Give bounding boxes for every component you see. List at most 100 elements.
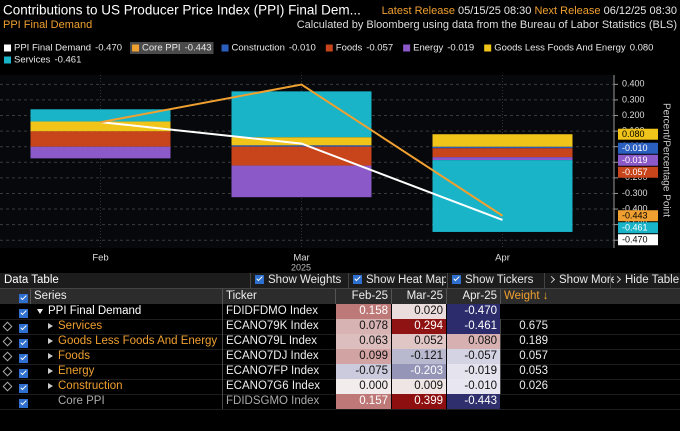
table-row: Goods Less Foods And Energy ECANO79L Inde… bbox=[0, 334, 680, 350]
checkbox[interactable] bbox=[353, 275, 362, 284]
legend-item: Construction -0.010 bbox=[221, 43, 316, 54]
legend-value: -0.010 bbox=[289, 43, 316, 54]
chevron-icon[interactable] bbox=[613, 275, 622, 284]
weight: 0.675 bbox=[500, 319, 551, 334]
source-note: Calculated by Bloomberg using data from … bbox=[297, 19, 677, 31]
bar-segment bbox=[30, 131, 171, 147]
legend-swatch bbox=[221, 44, 229, 52]
series-name: Core PPI bbox=[58, 395, 105, 407]
bar-segment bbox=[231, 145, 372, 147]
checkbox[interactable] bbox=[19, 294, 28, 303]
legend-label: Goods Less Foods And Energy bbox=[494, 43, 626, 54]
checkbox[interactable] bbox=[19, 369, 28, 378]
table-header: Series Ticker Feb-25 Mar-25 Apr-25 Weight ↓ bbox=[0, 289, 680, 304]
series-name: Services bbox=[58, 320, 103, 332]
weight: 0.189 bbox=[500, 334, 551, 349]
row-checkbox bbox=[19, 364, 31, 379]
legend-highlight bbox=[130, 42, 214, 54]
table-row: Services ECANO79K Index 0.078 0.294 -0.461 0.… bbox=[0, 319, 680, 335]
table-toolbar: Data Table Show Weights Show Heat Map Show … bbox=[0, 273, 680, 289]
row-icon bbox=[2, 321, 13, 332]
series-cell: Core PPI bbox=[30, 394, 222, 409]
checkbox[interactable] bbox=[19, 354, 28, 363]
toolbar-option[interactable]: Show Tickers bbox=[447, 273, 545, 288]
value-tag-label: -0.010 bbox=[622, 143, 648, 153]
checkbox[interactable] bbox=[19, 384, 28, 393]
bar-segment bbox=[432, 157, 573, 161]
option-label[interactable]: Show Weights bbox=[268, 274, 342, 286]
latest-release: 05/15/25 08:30 bbox=[458, 5, 531, 17]
bar-segment bbox=[231, 165, 372, 198]
bar-segment bbox=[30, 146, 171, 159]
x-tick-label: Mar bbox=[293, 253, 309, 264]
column-header: Mar-25 bbox=[391, 289, 446, 304]
value-tag-label: 0.080 bbox=[622, 129, 645, 139]
expand-icon bbox=[48, 353, 53, 359]
chart-title: Contributions to US Producer Price Index… bbox=[3, 3, 361, 18]
checkbox[interactable] bbox=[255, 275, 264, 284]
value-tag-label: -0.470 bbox=[622, 235, 648, 245]
checkbox[interactable] bbox=[19, 399, 28, 408]
weight: 0.026 bbox=[500, 379, 551, 394]
checkbox[interactable] bbox=[452, 275, 461, 284]
option-label[interactable]: Show Tickers bbox=[465, 274, 534, 286]
toolbar-button[interactable]: Hide Table bbox=[610, 273, 680, 288]
row-checkbox bbox=[19, 394, 31, 409]
row-icon bbox=[2, 351, 13, 362]
legend-swatch bbox=[484, 44, 492, 52]
checkbox[interactable] bbox=[19, 309, 28, 318]
row-checkbox bbox=[19, 334, 31, 349]
button-label[interactable]: Show More bbox=[559, 274, 614, 286]
button-label[interactable]: Hide Table bbox=[625, 274, 680, 286]
expand-icon bbox=[48, 368, 53, 374]
value-tag bbox=[618, 222, 658, 234]
series-name: Construction bbox=[58, 380, 123, 392]
expand-icon bbox=[48, 338, 53, 344]
heat-cell: 0.158 bbox=[335, 304, 391, 319]
toolbar-option[interactable]: Show Weights bbox=[250, 273, 348, 288]
bar-segment bbox=[30, 109, 171, 122]
series-cell: Services bbox=[30, 319, 222, 334]
bar-segment bbox=[432, 134, 573, 147]
table-row: Foods ECANO7DJ Index 0.099 -0.121 -0.057 0.05… bbox=[0, 349, 680, 365]
legend-item: Goods Less Foods And Energy 0.080 bbox=[484, 43, 653, 54]
value-tag-label: -0.461 bbox=[622, 223, 648, 233]
legend-swatch bbox=[132, 44, 140, 52]
legend-value: -0.470 bbox=[95, 43, 122, 54]
header-checkbox bbox=[19, 289, 31, 304]
release-info: Latest Release 05/15/25 08:30 Next Relea… bbox=[382, 5, 677, 17]
y-tick-label: -0.300 bbox=[622, 188, 648, 198]
checkbox[interactable] bbox=[19, 339, 28, 348]
legend-item: Services -0.461 bbox=[4, 55, 81, 66]
series-cell: Goods Less Foods And Energy bbox=[30, 334, 222, 349]
ticker: ECANO7DJ Index bbox=[222, 349, 335, 364]
y-tick-label: 0.400 bbox=[622, 79, 645, 89]
value-tag-label: -0.057 bbox=[622, 167, 648, 177]
value-tag bbox=[618, 142, 658, 154]
legend-value: 0.080 bbox=[630, 43, 654, 54]
heat-cell: -0.203 bbox=[391, 364, 446, 379]
column-header: Weight ↓ bbox=[500, 289, 551, 304]
data-table: Data Table Show Weights Show Heat Map Show … bbox=[0, 273, 680, 431]
y-axis-title: Percent/Percentage Point bbox=[660, 103, 671, 217]
toolbar-button[interactable]: Show More bbox=[544, 273, 614, 288]
heat-cell: 0.399 bbox=[391, 394, 446, 409]
heat-cell: -0.019 bbox=[446, 364, 500, 379]
chevron-icon[interactable] bbox=[547, 275, 556, 284]
legend-item: Energy -0.019 bbox=[403, 43, 474, 54]
chart: Contributions to US Producer Price Index… bbox=[0, 2, 677, 273]
legend-label: Services bbox=[14, 55, 51, 66]
legend-swatch bbox=[403, 44, 411, 52]
expand-icon bbox=[37, 309, 43, 314]
legend-label: Core PPI bbox=[142, 43, 181, 54]
y-tick-label: 0.200 bbox=[622, 110, 645, 120]
checkbox[interactable] bbox=[19, 324, 28, 333]
x-tick-label: Feb bbox=[92, 253, 108, 264]
value-tag bbox=[618, 210, 658, 222]
option-label[interactable]: Show Heat Map bbox=[366, 274, 446, 286]
legend-label: PPI Final Demand bbox=[14, 43, 91, 54]
toolbar-option[interactable]: Show Heat Map bbox=[348, 273, 446, 288]
row-checkbox bbox=[19, 379, 31, 394]
row-icon bbox=[2, 336, 13, 347]
legend-item: PPI Final Demand -0.470 bbox=[4, 43, 122, 54]
